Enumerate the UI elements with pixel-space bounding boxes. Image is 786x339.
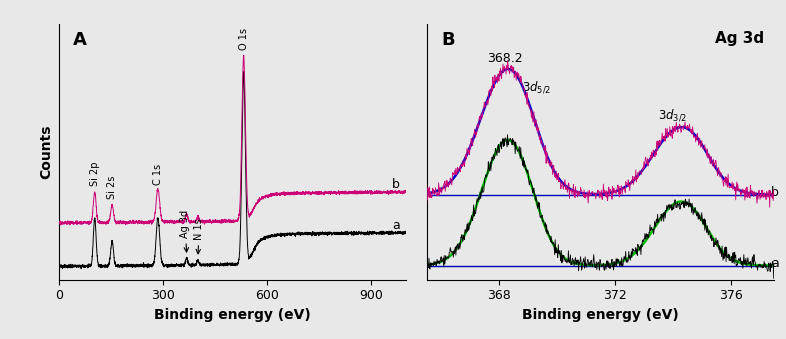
- Y-axis label: Counts: Counts: [39, 124, 53, 179]
- X-axis label: Binding energy (eV): Binding energy (eV): [522, 308, 679, 322]
- Text: $3d_{5/2}$: $3d_{5/2}$: [523, 79, 552, 95]
- Text: N 1s: N 1s: [194, 218, 204, 254]
- Text: A: A: [73, 32, 86, 49]
- Text: O 1s: O 1s: [239, 27, 248, 49]
- Text: Si 2p: Si 2p: [90, 162, 100, 186]
- Text: a: a: [771, 257, 779, 270]
- Text: b: b: [392, 178, 400, 191]
- Text: Ag 3d: Ag 3d: [180, 210, 190, 252]
- Text: $3d_{3/2}$: $3d_{3/2}$: [659, 107, 688, 123]
- Text: b: b: [771, 186, 779, 199]
- Text: Si 2s: Si 2s: [107, 175, 117, 199]
- Text: 368.2: 368.2: [487, 52, 523, 65]
- X-axis label: Binding energy (eV): Binding energy (eV): [154, 308, 311, 322]
- Text: B: B: [441, 32, 454, 49]
- Text: Ag 3d: Ag 3d: [714, 32, 764, 46]
- Text: C 1s: C 1s: [153, 164, 163, 185]
- Text: a: a: [392, 219, 400, 232]
